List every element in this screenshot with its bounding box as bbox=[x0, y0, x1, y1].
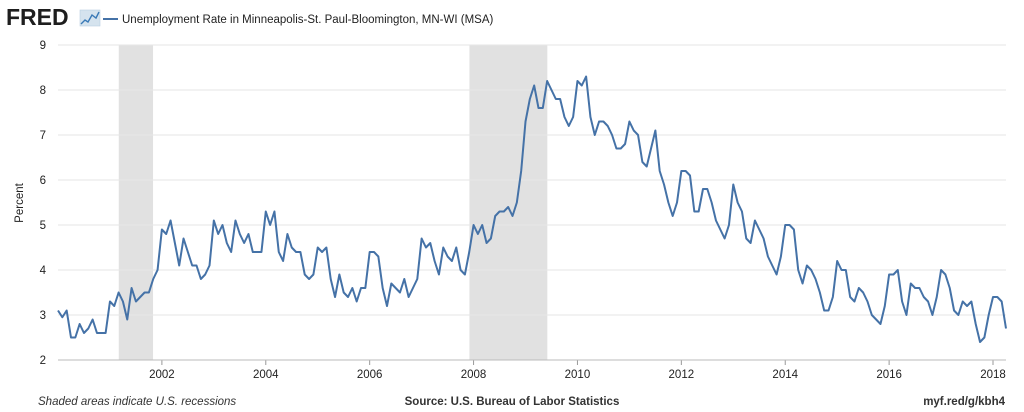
x-tick-label-2018: 2018 bbox=[980, 369, 1006, 381]
fred-logo[interactable]: FRED bbox=[6, 4, 101, 30]
y-tick-label-9: 9 bbox=[40, 40, 46, 52]
y-tick-label-2: 2 bbox=[40, 355, 46, 367]
y-tick-label-8: 8 bbox=[40, 85, 46, 97]
x-tick-label-2002: 2002 bbox=[149, 369, 175, 381]
fred-logo-graph-icon bbox=[79, 9, 101, 27]
x-tick-label-2008: 2008 bbox=[461, 369, 487, 381]
y-axis-ticks: 2 3 4 5 6 7 8 9 bbox=[40, 40, 47, 367]
x-tick-label-2004: 2004 bbox=[253, 369, 279, 381]
x-tick-label-2012: 2012 bbox=[669, 369, 695, 381]
recession-band-1 bbox=[118, 45, 154, 360]
y-tick-label-4: 4 bbox=[40, 265, 47, 277]
x-tick-label-2006: 2006 bbox=[357, 369, 383, 381]
x-axis-ticks: 2002 2004 2006 2008 2010 2012 2014 2016 2018 bbox=[149, 360, 1006, 381]
y-tick-label-5: 5 bbox=[40, 220, 46, 232]
x-tick-label-2016: 2016 bbox=[876, 369, 902, 381]
fred-logo-text: FRED bbox=[6, 4, 69, 30]
source-credit: Source: U.S. Bureau of Labor Statistics bbox=[405, 396, 620, 408]
x-tick-label-2010: 2010 bbox=[565, 369, 591, 381]
y-tick-label-7: 7 bbox=[40, 130, 46, 142]
x-tick-label-2014: 2014 bbox=[772, 369, 798, 381]
recession-shading bbox=[118, 45, 548, 360]
recession-note: Shaded areas indicate U.S. recessions bbox=[38, 396, 236, 408]
y-axis-label: Percent bbox=[14, 182, 26, 222]
short-url-link[interactable]: myf.red/g/kbh4 bbox=[923, 396, 1005, 408]
y-tick-label-6: 6 bbox=[40, 175, 46, 187]
recession-band-2 bbox=[469, 45, 548, 360]
series-line bbox=[57, 75, 1007, 343]
y-tick-label-3: 3 bbox=[40, 310, 46, 322]
chart-title: Unemployment Rate in Minneapolis-St. Pau… bbox=[122, 14, 493, 26]
